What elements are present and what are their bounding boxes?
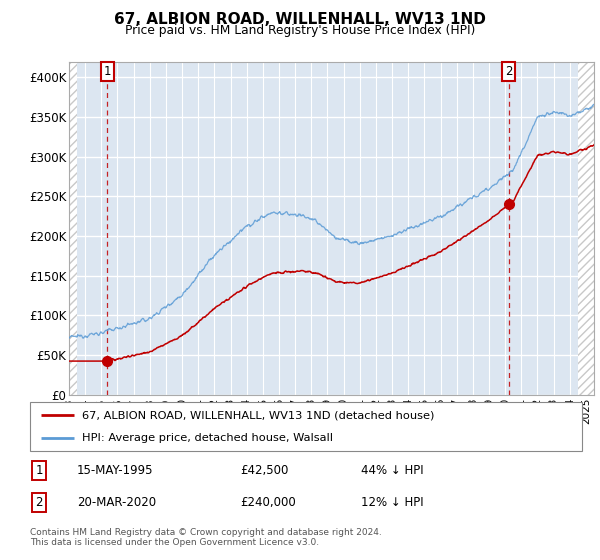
Text: 15-MAY-1995: 15-MAY-1995	[77, 464, 154, 477]
Text: 2: 2	[505, 65, 512, 78]
Text: 2: 2	[35, 496, 43, 509]
Bar	[69, 62, 77, 395]
Text: £240,000: £240,000	[240, 496, 296, 509]
Text: 1: 1	[35, 464, 43, 477]
Text: £42,500: £42,500	[240, 464, 288, 477]
Text: HPI: Average price, detached house, Walsall: HPI: Average price, detached house, Wals…	[82, 433, 334, 443]
Text: 20-MAR-2020: 20-MAR-2020	[77, 496, 156, 509]
Text: 12% ↓ HPI: 12% ↓ HPI	[361, 496, 424, 509]
Text: Contains HM Land Registry data © Crown copyright and database right 2024.
This d: Contains HM Land Registry data © Crown c…	[30, 528, 382, 547]
Text: 1: 1	[104, 65, 111, 78]
Text: 67, ALBION ROAD, WILLENHALL, WV13 1ND (detached house): 67, ALBION ROAD, WILLENHALL, WV13 1ND (d…	[82, 410, 435, 421]
Bar	[578, 62, 594, 395]
Text: Price paid vs. HM Land Registry's House Price Index (HPI): Price paid vs. HM Land Registry's House …	[125, 24, 475, 36]
Text: 67, ALBION ROAD, WILLENHALL, WV13 1ND: 67, ALBION ROAD, WILLENHALL, WV13 1ND	[114, 12, 486, 27]
FancyBboxPatch shape	[30, 402, 582, 451]
Text: 44% ↓ HPI: 44% ↓ HPI	[361, 464, 424, 477]
